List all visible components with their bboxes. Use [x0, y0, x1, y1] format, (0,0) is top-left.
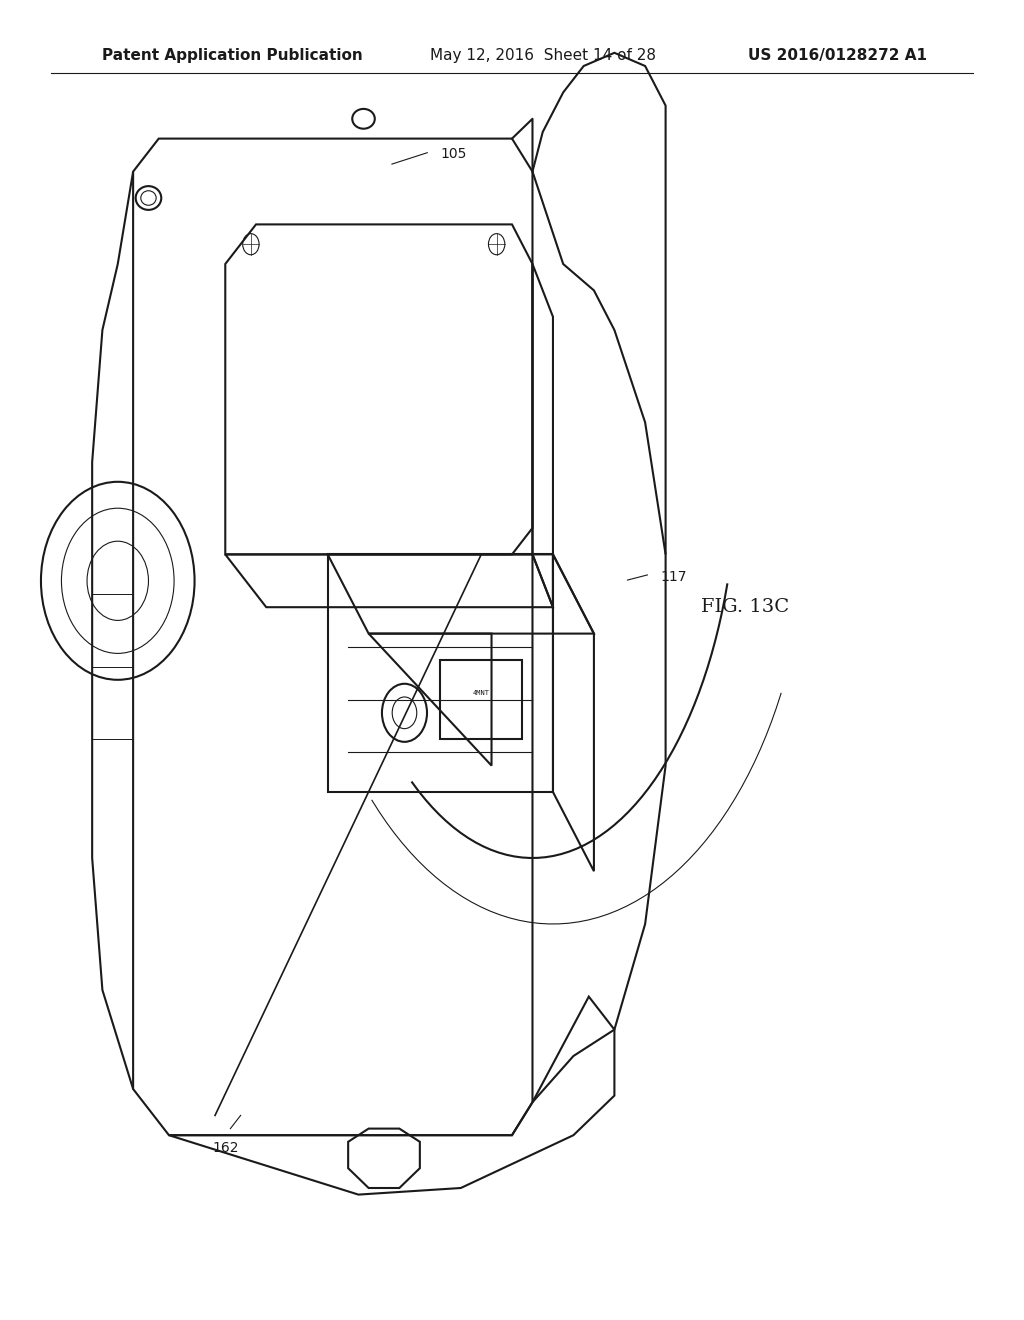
Text: Patent Application Publication: Patent Application Publication [102, 48, 364, 63]
Text: US 2016/0128272 A1: US 2016/0128272 A1 [748, 48, 927, 63]
Text: 162: 162 [212, 1142, 239, 1155]
Text: 4MNT: 4MNT [473, 690, 489, 696]
Text: 117: 117 [660, 570, 687, 583]
Text: 105: 105 [440, 148, 467, 161]
Bar [440, 660, 522, 739]
Text: May 12, 2016  Sheet 14 of 28: May 12, 2016 Sheet 14 of 28 [430, 48, 656, 63]
Text: FIG. 13C: FIG. 13C [701, 598, 790, 616]
